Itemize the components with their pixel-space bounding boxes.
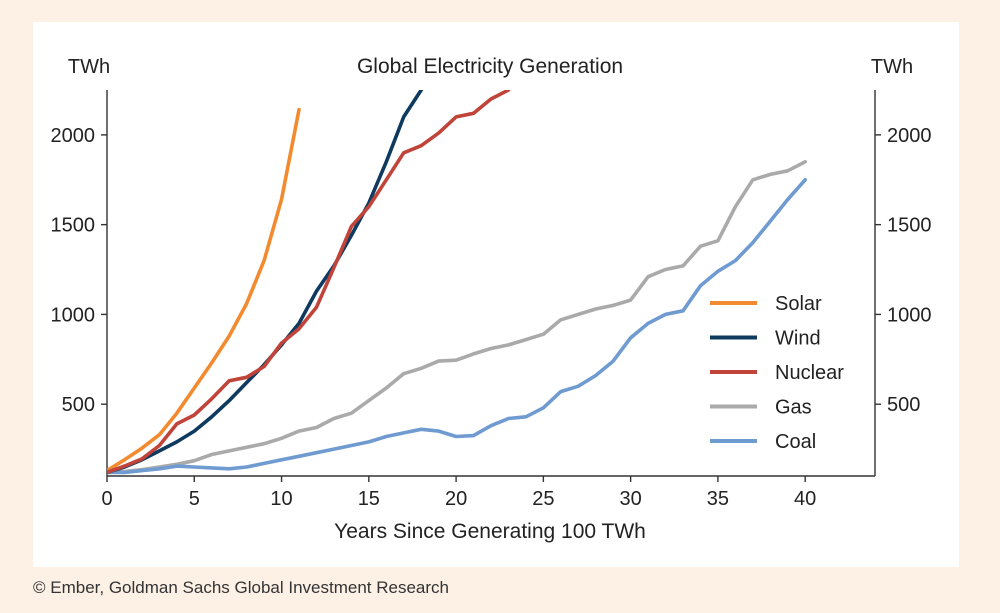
x-axis-title: Years Since Generating 100 TWh xyxy=(334,520,646,543)
x-tick-label: 20 xyxy=(445,488,467,510)
x-tick-label: 25 xyxy=(532,488,554,510)
source-credit: © Ember, Goldman Sachs Global Investment… xyxy=(33,578,449,597)
x-tick-label: 35 xyxy=(707,488,729,510)
y-tick-label-right: 2000 xyxy=(887,125,932,147)
chart-title: Global Electricity Generation xyxy=(357,55,623,78)
y-tick-label-left: 1000 xyxy=(51,304,96,326)
series-lines xyxy=(107,90,808,475)
x-tick-label: 5 xyxy=(189,488,200,510)
y-tick-label-right: 1500 xyxy=(887,215,932,237)
y-tick-label-right: 500 xyxy=(887,394,920,416)
y-tick-label-left: 2000 xyxy=(51,125,96,147)
y-tick-label-right: 1000 xyxy=(887,304,932,326)
legend-label-coal: Coal xyxy=(775,431,816,453)
legend-label-nuclear: Nuclear xyxy=(775,362,844,384)
series-line-nuclear xyxy=(107,90,511,475)
y-tick-label-left: 500 xyxy=(62,394,95,416)
x-tick-label: 0 xyxy=(101,488,112,510)
series-line-gas xyxy=(107,160,808,475)
legend-label-wind: Wind xyxy=(775,328,821,350)
x-tick-label: 10 xyxy=(270,488,292,510)
x-tick-label: 40 xyxy=(794,488,816,510)
legend: Solar Wind Nuclear Gas Coal xyxy=(710,293,844,453)
x-ticks: 0 5 10 15 20 25 30 35 40 xyxy=(101,476,816,510)
legend-label-solar: Solar xyxy=(775,293,822,315)
chart-panel: Global Electricity Generation TWh TWh 50… xyxy=(33,22,959,567)
series-line-wind xyxy=(107,90,424,475)
legend-label-gas: Gas xyxy=(775,397,812,419)
x-tick-label: 30 xyxy=(620,488,642,510)
left-unit-label: TWh xyxy=(68,56,110,78)
series-line-coal xyxy=(107,178,808,475)
y-tick-label-left: 1500 xyxy=(51,215,96,237)
y-ticks: 500 500 1000 1000 1500 1500 2000 2000 xyxy=(51,125,932,416)
right-unit-label: TWh xyxy=(871,56,913,78)
series-line-solar xyxy=(107,107,301,473)
x-tick-label: 15 xyxy=(358,488,380,510)
line-chart: Global Electricity Generation TWh TWh 50… xyxy=(51,55,932,543)
